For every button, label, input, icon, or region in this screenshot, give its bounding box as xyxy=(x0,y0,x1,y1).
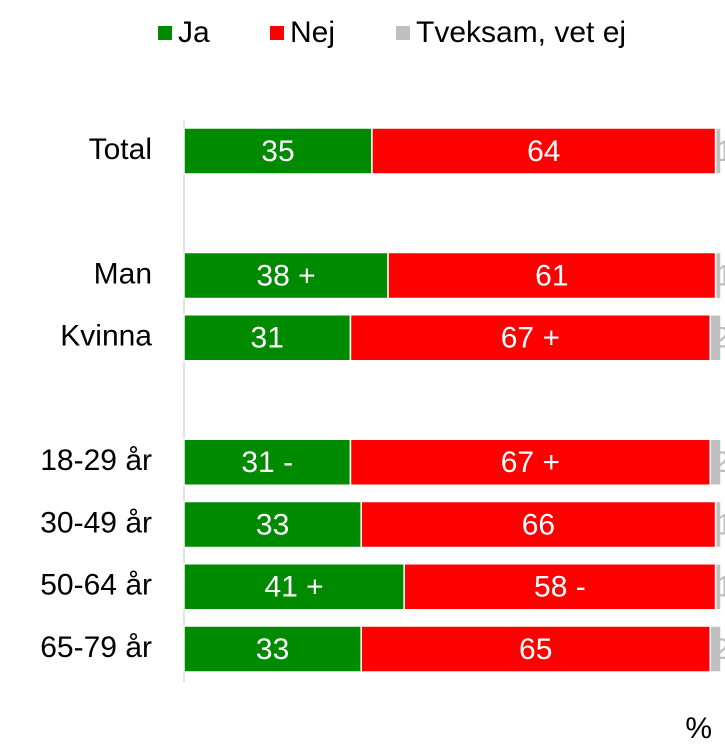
data-label: 38 + xyxy=(256,259,315,292)
bar-segment xyxy=(371,127,717,175)
data-label: 33 xyxy=(256,633,289,666)
y-tick-label: Man xyxy=(94,257,152,290)
y-tick-label: Total xyxy=(89,133,152,166)
bar-segment xyxy=(709,625,722,673)
legend-label: Ja xyxy=(178,16,210,49)
bar-segment xyxy=(714,563,722,611)
data-label: 58 - xyxy=(534,571,586,604)
bar-segment xyxy=(183,438,352,486)
data-label: 66 xyxy=(522,508,555,541)
data-label: 67 + xyxy=(501,322,560,355)
data-label: 33 xyxy=(256,508,289,541)
bar-segment xyxy=(360,625,712,673)
data-label: 35 xyxy=(261,135,294,168)
data-label: 31 - xyxy=(241,446,293,479)
data-label: 65 xyxy=(519,633,552,666)
bar-segment xyxy=(183,314,352,362)
data-label: 2 xyxy=(713,633,725,666)
bar-segment xyxy=(714,251,722,300)
bar-segment xyxy=(349,438,712,486)
bar-segment xyxy=(714,500,722,549)
data-label: 61 xyxy=(535,259,568,292)
bar-segment xyxy=(183,625,362,673)
y-tick-label: 65-79 år xyxy=(40,631,152,664)
bar-segment xyxy=(709,438,722,486)
x-axis-label: % xyxy=(685,712,712,745)
data-label: 64 xyxy=(527,135,560,168)
bar-segment xyxy=(387,251,717,300)
legend-swatch xyxy=(158,26,172,40)
data-label: 1 xyxy=(716,508,725,541)
bar-segment xyxy=(360,500,717,549)
data-label: 1 xyxy=(716,259,725,292)
bar-segment xyxy=(714,127,722,175)
y-tick-label: Kvinna xyxy=(60,320,152,353)
legend-swatch xyxy=(270,26,284,40)
y-tick-label: 18-29 år xyxy=(40,444,152,477)
legend-label: Tveksam, vet ej xyxy=(416,16,626,49)
bar-segment xyxy=(403,563,717,611)
bar-segment xyxy=(183,251,389,300)
data-label: 31 xyxy=(251,322,284,355)
data-label: 1 xyxy=(716,571,725,604)
data-label: 67 + xyxy=(501,446,560,479)
y-tick-label: 50-64 år xyxy=(40,569,152,602)
legend-swatch xyxy=(396,26,410,40)
bar-segment xyxy=(349,314,712,362)
data-label: 2 xyxy=(713,446,725,479)
data-label: 2 xyxy=(713,322,725,355)
data-label: 41 + xyxy=(264,571,323,604)
legend-label: Nej xyxy=(290,16,335,49)
data-label: 1 xyxy=(716,135,725,168)
bar-segment xyxy=(709,314,722,362)
y-tick-label: 30-49 år xyxy=(40,506,152,539)
